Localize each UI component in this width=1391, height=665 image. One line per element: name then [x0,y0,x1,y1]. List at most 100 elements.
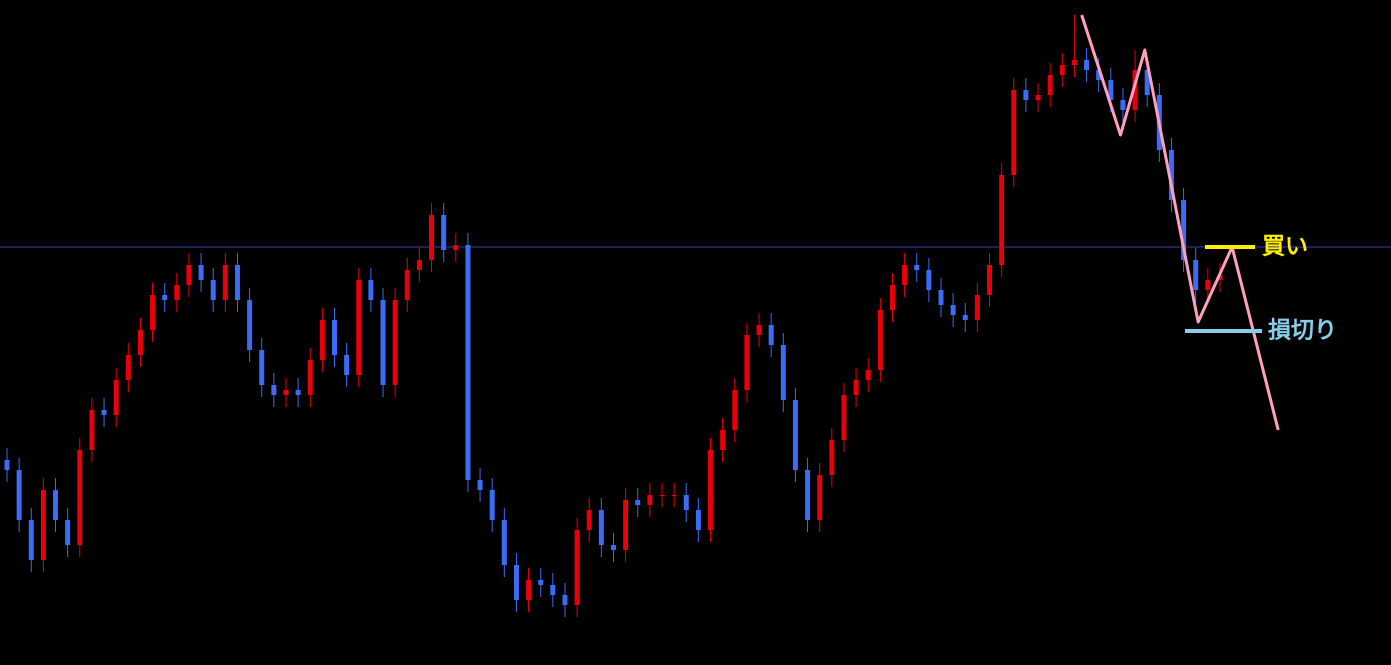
candle-body [319,320,325,360]
candle-body [28,520,34,560]
candle-body [744,335,750,390]
candle-body [562,595,568,605]
candle-body [89,410,95,450]
candle-body [259,350,265,385]
candle-body [877,310,883,370]
candle-body [695,510,701,530]
candle-body [53,490,59,520]
candle-body [4,460,10,470]
candle-body [1047,75,1053,95]
candle-body [125,355,131,380]
candle-body [174,285,180,300]
candle-body [465,245,471,480]
candle-body [914,265,920,270]
candle-body [137,330,143,355]
candle-body [950,305,956,315]
candle-body [1193,260,1199,290]
candle-body [307,360,313,395]
candle-body [1084,60,1090,70]
candle-body [1168,150,1174,200]
candle-body [234,265,240,300]
candle-body [368,280,374,300]
candle-body [295,390,301,395]
candle-body [453,245,459,250]
candle-body [210,280,216,300]
candle-body [671,495,677,496]
candle-body [926,270,932,290]
candle-body [222,265,228,300]
candle-body [829,440,835,475]
candle-body [780,345,786,400]
candle-body [332,320,338,355]
candle-body [416,260,422,270]
candle-body [501,520,507,565]
candle-body [380,300,386,385]
candle-body [1217,275,1223,280]
candle-body [635,500,641,505]
candle-body [40,490,46,560]
candle-body [113,380,119,415]
candle-body [404,270,410,300]
candle-body [1108,80,1114,100]
candle-body [623,500,629,550]
candle-body [610,545,616,550]
candle-body [477,480,483,490]
candle-body [101,410,107,415]
candle-body [1096,70,1102,80]
candle-body [1120,100,1126,110]
candle-body [65,520,71,545]
candle-body [429,215,435,260]
candle-body [356,280,362,375]
candle-body [16,470,22,520]
candle-body [708,450,714,530]
candle-body [1023,90,1029,100]
candle-body [987,265,993,295]
zigzag-line [1080,14,1280,431]
candle-body [902,265,908,285]
candle-body [889,285,895,310]
candle-body [853,380,859,395]
candle-body [1205,280,1211,290]
candle-body [162,295,168,300]
candle-body [247,300,253,350]
candle-body [732,390,738,430]
candle-body [1011,90,1017,175]
candle-body [392,300,398,385]
candle-body [1144,70,1150,95]
candle-body [441,215,447,250]
candle-body [999,175,1005,265]
candle-body [1181,200,1187,260]
candle-body [538,580,544,585]
candle-body [756,325,762,335]
candle-body [817,475,823,520]
candle-body [805,470,811,520]
annotation-label: 損切り [1268,318,1337,344]
candle-body [938,290,944,305]
candle-body [513,565,519,600]
candle-body [1132,70,1138,110]
candle-body [974,295,980,320]
candle-body [962,315,968,320]
candle-body [1035,95,1041,100]
candle-body [586,510,592,530]
candle-body [865,370,871,380]
annotation-label: 買い [1262,234,1308,260]
candle-body [489,490,495,520]
candle-body [186,265,192,285]
candle-body [574,530,580,605]
candle-body [150,295,156,330]
candle-body [841,395,847,440]
candle-body [283,390,289,395]
candle-body [598,510,604,545]
candle-body [77,450,83,545]
candle-body [550,585,556,595]
candle-body [659,495,665,496]
candle-body [768,325,774,345]
candle-body [647,495,653,505]
candle-body [1059,65,1065,75]
candle-body [526,580,532,600]
candle-body [683,495,689,510]
candle-body [198,265,204,280]
